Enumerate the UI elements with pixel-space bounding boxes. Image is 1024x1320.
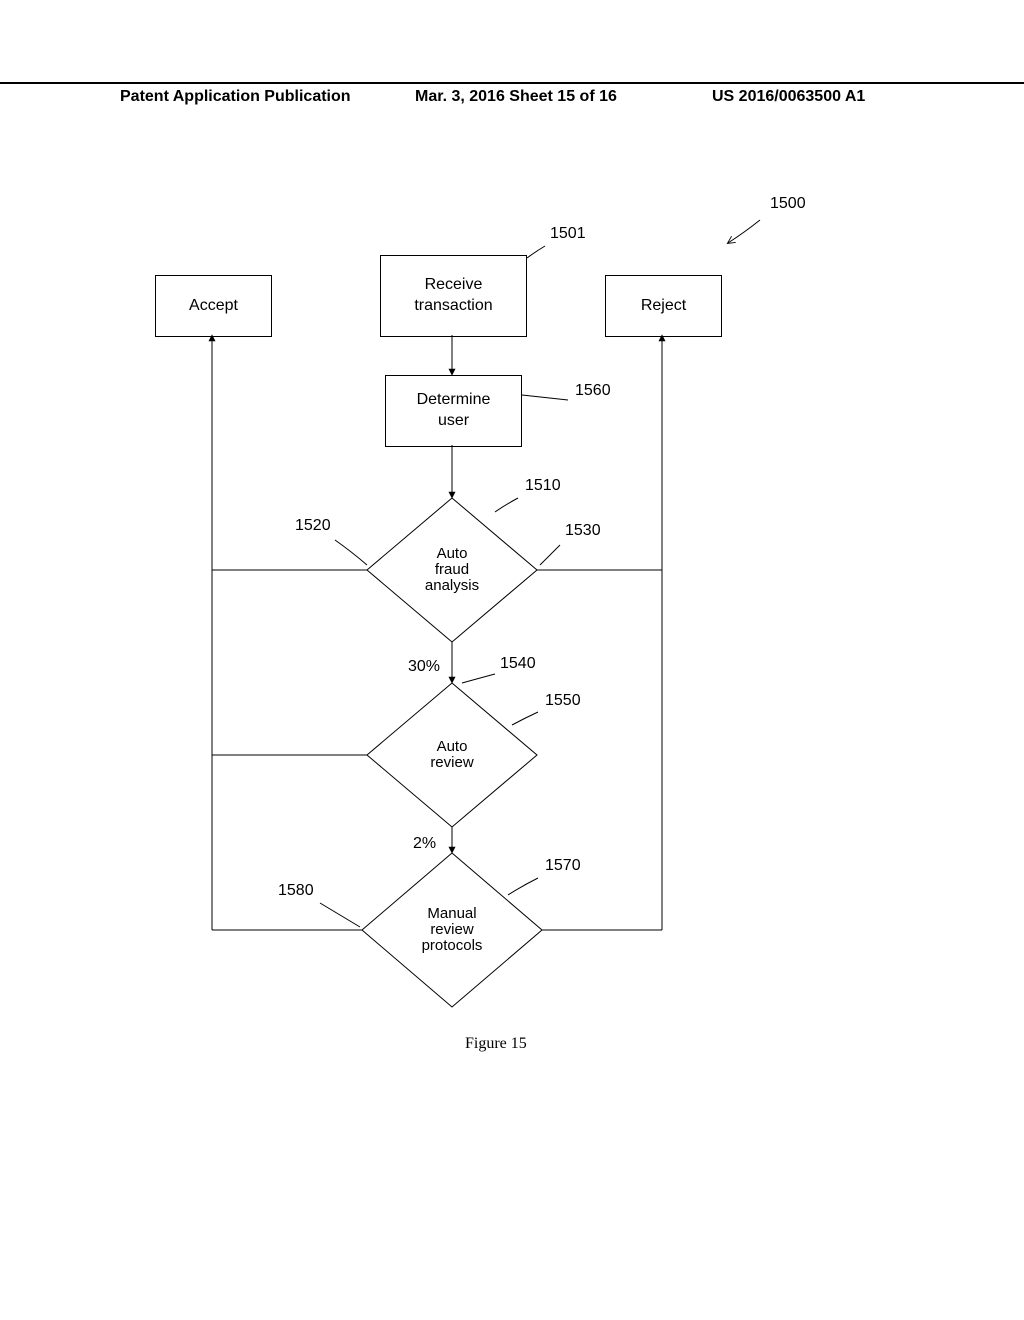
receive-label: Receivetransaction: [414, 275, 492, 317]
svg-text:1520: 1520: [295, 517, 331, 534]
reject-box: Reject: [605, 275, 722, 337]
accept-box: Accept: [155, 275, 272, 337]
svg-text:Auto: Auto: [437, 545, 468, 562]
header-center: Mar. 3, 2016 Sheet 15 of 16: [415, 88, 617, 106]
page: Patent Application Publication Mar. 3, 2…: [0, 0, 1024, 1320]
svg-text:review: review: [430, 754, 474, 771]
svg-text:1540: 1540: [500, 655, 536, 672]
reject-label: Reject: [641, 296, 686, 317]
header-right: US 2016/0063500 A1: [712, 88, 865, 106]
svg-text:1500: 1500: [770, 195, 806, 212]
svg-text:protocols: protocols: [422, 937, 483, 954]
svg-text:review: review: [430, 921, 474, 938]
percent-2: 2%: [413, 835, 436, 853]
svg-text:1510: 1510: [525, 477, 561, 494]
diagram-canvas: AutofraudanalysisAutoreviewManualreviewp…: [0, 0, 1024, 1320]
receive-transaction-box: Receivetransaction: [380, 255, 527, 337]
svg-text:1501: 1501: [550, 225, 586, 242]
accept-label: Accept: [189, 296, 238, 317]
svg-text:1570: 1570: [545, 857, 581, 874]
header-left: Patent Application Publication: [120, 88, 351, 106]
header-rule: [0, 82, 1024, 84]
diamonds-group: AutofraudanalysisAutoreviewManualreviewp…: [362, 498, 542, 1007]
determ-label: Determineuser: [417, 390, 491, 432]
svg-text:Manual: Manual: [427, 905, 476, 922]
leaders-group: 1500 1501 1560 1510 1520 1530 1540 1550 1570 1580: [278, 195, 806, 927]
svg-text:1560: 1560: [575, 382, 611, 399]
svg-text:1580: 1580: [278, 882, 314, 899]
svg-text:analysis: analysis: [425, 577, 479, 594]
svg-text:1550: 1550: [545, 692, 581, 709]
svg-text:Auto: Auto: [437, 738, 468, 755]
svg-text:fraud: fraud: [435, 561, 469, 578]
percent-30: 30%: [408, 658, 440, 676]
svg-text:1530: 1530: [565, 522, 601, 539]
determine-user-box: Determineuser: [385, 375, 522, 447]
figure-caption: Figure 15: [465, 1035, 527, 1053]
